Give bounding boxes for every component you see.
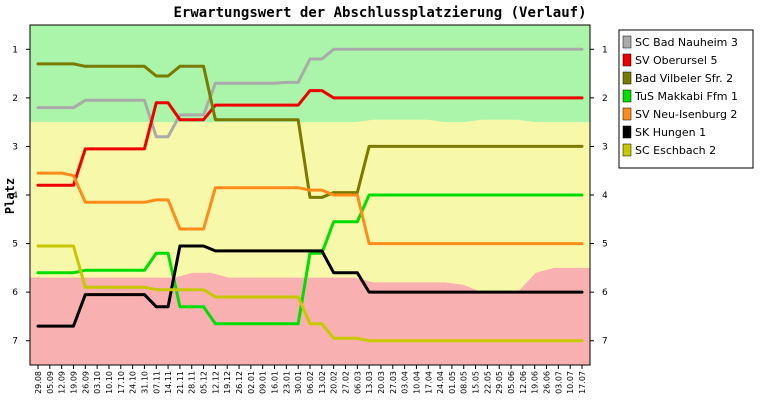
legend-swatch-4 — [622, 107, 632, 121]
legend: SC Bad Nauheim 3 SV Oberursel 5 Bad Vilbel… — [618, 29, 754, 169]
x-tick-label: 10.10 — [105, 371, 114, 394]
x-tick-label: 12.06 — [519, 371, 528, 394]
x-tick-label: 28.11 — [188, 371, 197, 394]
series-line-6 — [36, 244, 584, 343]
x-tick-label: 21.11 — [176, 371, 185, 394]
x-tick-label: 03.07 — [554, 371, 563, 394]
x-tick-label: 27.02 — [341, 371, 350, 394]
x-tick-label: 29.05 — [495, 371, 504, 394]
axes: 1 12 23 34 45 56 67 729.08 05.09 12.09 19.09 26.09 0… — [12, 24, 608, 394]
x-tick-label: 29.08 — [34, 371, 43, 394]
legend-label-1: SV Oberursel 5 — [635, 54, 717, 67]
x-tick-label: 19.06 — [531, 371, 540, 394]
x-tick-label: 05.06 — [507, 371, 516, 394]
legend-label-0: SC Bad Nauheim 3 — [635, 36, 738, 49]
y-tick-label: 3 — [12, 142, 18, 152]
x-tick-label: 07.11 — [152, 371, 161, 394]
series-line-0 — [36, 47, 584, 139]
x-tick-label: 20.02 — [330, 371, 339, 394]
legend-label-6: SC Eschbach 2 — [635, 144, 716, 157]
legend-label-4: SV Neu-Isenburg 2 — [635, 108, 737, 121]
x-tick-label: 05.12 — [200, 371, 209, 394]
x-tick-label: 12.12 — [211, 371, 220, 394]
x-tick-label: 16.01 — [271, 371, 280, 394]
y-tick-label-right: 4 — [602, 191, 608, 201]
legend-box — [618, 29, 754, 169]
y-tick-label: 6 — [12, 288, 18, 298]
x-tick-label: 19.12 — [223, 371, 232, 394]
x-tick-label: 12.09 — [58, 371, 67, 394]
x-tick-label: 10.04 — [412, 371, 421, 394]
y-tick-label-right: 7 — [602, 337, 608, 347]
x-tick-label: 10.07 — [566, 371, 575, 394]
y-tick-label-right: 5 — [602, 240, 608, 250]
legend-swatch-5 — [622, 125, 632, 139]
x-tick-label: 19.09 — [69, 371, 78, 394]
x-tick-label: 13.02 — [318, 371, 327, 394]
y-tick-label: 2 — [12, 94, 18, 104]
legend-label-5: SK Hungen 1 — [635, 126, 706, 139]
y-axis-label: Platz — [3, 178, 17, 214]
x-tick-label: 17.07 — [578, 371, 587, 394]
legend-swatch-2 — [622, 71, 632, 85]
legend-label-3: TuS Makkabi Ffm 1 — [634, 90, 738, 103]
legend-swatch-1 — [622, 53, 632, 67]
series-line-3 — [36, 193, 584, 326]
x-tick-label: 15.05 — [472, 371, 481, 394]
legend-swatch-3 — [622, 89, 632, 103]
x-tick-label: 20.03 — [377, 371, 386, 394]
x-tick-label: 22.05 — [483, 371, 492, 394]
x-tick-label: 13.03 — [365, 371, 374, 394]
y-tick-label: 4 — [12, 191, 18, 201]
x-tick-label: 23.01 — [282, 371, 291, 394]
x-tick-label: 06.02 — [306, 371, 315, 394]
x-tick-label: 24.10 — [129, 371, 138, 394]
x-tick-label: 05.09 — [46, 371, 55, 394]
x-tick-label: 26.06 — [543, 371, 552, 394]
legend-swatch-6 — [622, 143, 632, 157]
series-line-2 — [36, 62, 584, 199]
y-tick-label: 7 — [12, 337, 18, 347]
y-tick-label-right: 3 — [602, 142, 608, 152]
series-line-1 — [36, 89, 584, 187]
chart-title: Erwartungswert der Abschlussplatzierung … — [173, 5, 586, 21]
x-tick-label: 03.04 — [401, 371, 410, 394]
x-tick-label: 03.10 — [93, 371, 102, 394]
x-tick-label: 26.12 — [235, 371, 244, 394]
y-tick-label-right: 2 — [602, 94, 608, 104]
y-tick-label: 5 — [12, 240, 18, 250]
series-line-4 — [36, 171, 584, 246]
x-tick-label: 17.04 — [424, 371, 433, 394]
x-tick-label: 14.11 — [164, 371, 173, 394]
x-tick-label: 02.01 — [247, 371, 256, 394]
x-tick-label: 01.05 — [448, 371, 457, 394]
series-lines — [36, 47, 584, 343]
x-tick-label: 31.10 — [140, 371, 149, 394]
y-tick-label-right: 1 — [602, 45, 608, 55]
legend-label-2: Bad Vilbeler Sfr. 2 — [635, 72, 733, 85]
x-tick-label: 06.03 — [353, 371, 362, 394]
x-tick-label: 30.01 — [294, 371, 303, 394]
y-tick-label: 1 — [12, 45, 18, 55]
zone-promotion — [30, 25, 590, 123]
x-tick-label: 27.03 — [389, 371, 398, 394]
x-tick-label: 26.09 — [81, 371, 90, 394]
x-tick-label: 08.05 — [460, 371, 469, 394]
y-tick-label-right: 6 — [602, 288, 608, 298]
series-line-5 — [36, 244, 584, 328]
x-tick-label: 24.04 — [436, 371, 445, 394]
x-tick-label: 17.10 — [117, 371, 126, 394]
x-tick-label: 09.01 — [259, 371, 268, 394]
legend-swatch-0 — [622, 35, 632, 49]
